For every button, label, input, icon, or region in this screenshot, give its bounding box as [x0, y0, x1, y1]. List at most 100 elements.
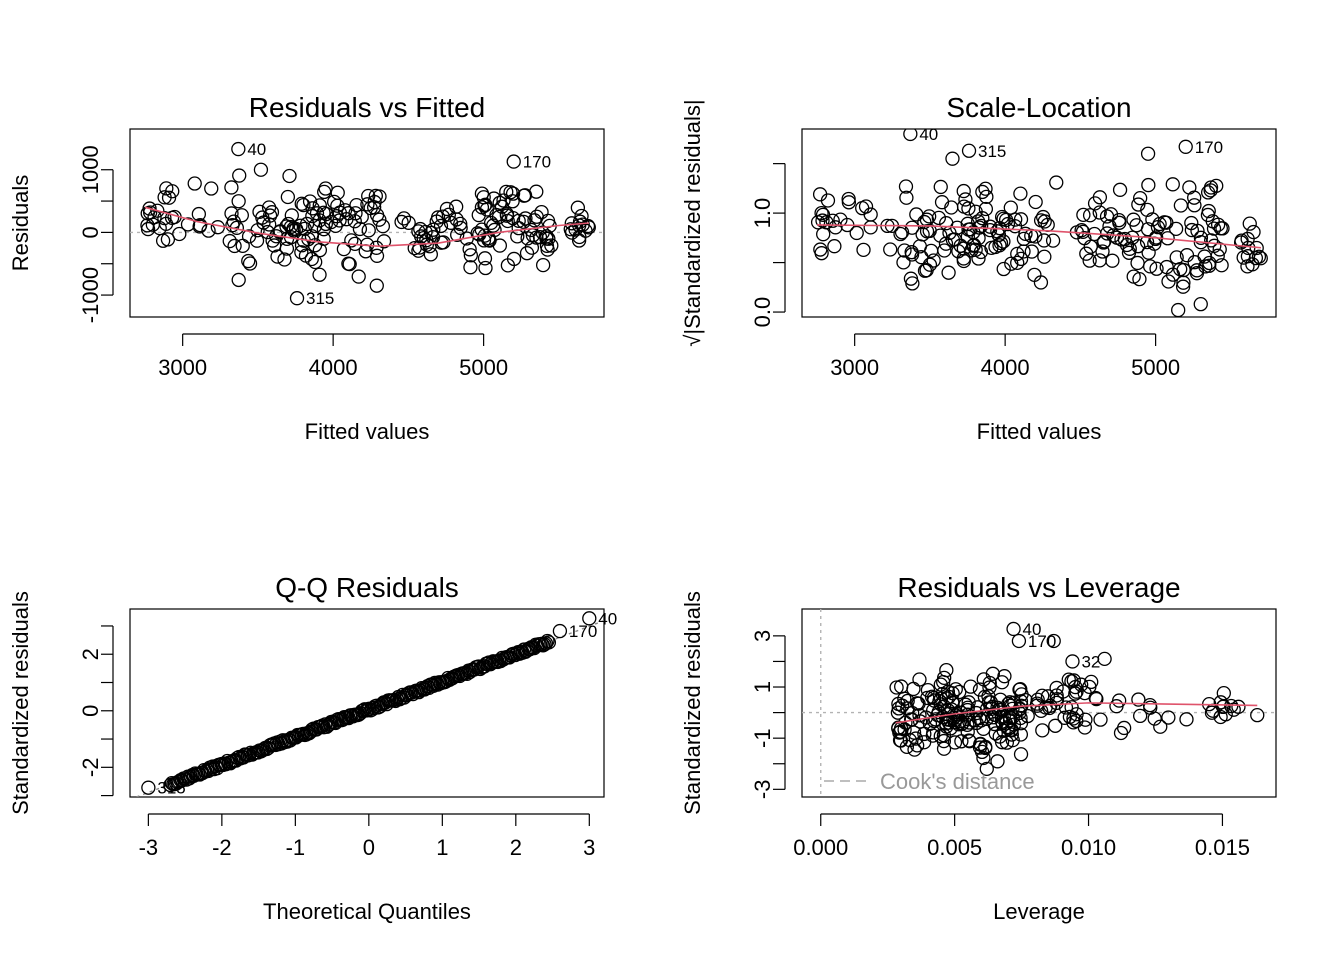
labeled-point	[141, 780, 156, 795]
data-point	[1076, 207, 1091, 223]
data-point	[972, 682, 988, 697]
data-point	[1112, 182, 1128, 197]
data-point	[1215, 699, 1231, 715]
data-point	[936, 733, 952, 749]
data-point	[308, 254, 323, 270]
data-point	[1013, 186, 1028, 201]
plot-panel-4: Residuals vs Leverage 0.000 0.005 0.010 0.01…	[680, 572, 1277, 924]
data-point	[1125, 230, 1140, 245]
data-point	[394, 214, 409, 230]
plot-title: Scale-Location	[946, 92, 1131, 123]
data-point	[1176, 275, 1191, 290]
y-tick-label: -3	[750, 780, 775, 800]
data-point	[1033, 703, 1049, 718]
x-tick-label: -3	[139, 835, 159, 860]
data-point	[520, 231, 535, 246]
data-point	[1069, 713, 1084, 729]
data-point	[477, 198, 492, 213]
data-point	[1077, 231, 1092, 246]
y-tick-label: 0	[78, 226, 103, 238]
data-point	[1152, 216, 1167, 232]
data-point	[1216, 685, 1231, 701]
plot-data	[134, 611, 604, 797]
data-point	[908, 731, 923, 746]
data-point	[342, 256, 357, 272]
data-point	[812, 187, 828, 202]
data-point	[1036, 209, 1051, 225]
data-point	[339, 212, 354, 227]
data-point	[1105, 253, 1120, 268]
data-point	[1212, 242, 1227, 257]
y-axis-label: √|Standardized residuals|	[680, 99, 705, 346]
data-point	[227, 238, 242, 254]
data-point	[813, 242, 828, 257]
data-point	[1206, 221, 1222, 236]
data-point	[224, 206, 239, 221]
data-point	[281, 216, 296, 232]
data-point	[534, 204, 549, 220]
x-tick-label: 0.010	[1061, 835, 1116, 860]
data-point	[351, 269, 366, 284]
data-point	[972, 740, 988, 755]
data-point	[979, 189, 994, 205]
data-point	[970, 700, 985, 715]
x-tick-label: 5000	[459, 355, 508, 380]
data-point	[1095, 244, 1110, 259]
data-point	[187, 176, 202, 191]
labeled-point	[1006, 621, 1021, 637]
data-point	[855, 201, 870, 216]
data-point	[1182, 180, 1197, 195]
data-point	[1161, 274, 1176, 289]
data-point	[467, 662, 482, 677]
data-point	[1092, 190, 1108, 205]
data-point	[505, 186, 521, 201]
data-point	[1133, 190, 1148, 206]
data-point	[961, 222, 976, 237]
data-point	[312, 198, 327, 213]
data-point	[934, 195, 950, 210]
data-point	[1159, 215, 1174, 230]
data-point	[544, 238, 559, 253]
data-point	[1204, 705, 1220, 720]
data-point	[503, 185, 518, 200]
data-point	[140, 221, 156, 237]
data-point	[312, 267, 327, 282]
point-label: 315	[306, 289, 334, 308]
plot-frame	[129, 608, 605, 798]
data-point	[265, 233, 280, 248]
data-point	[282, 168, 297, 184]
data-point	[284, 208, 299, 223]
data-point	[540, 633, 555, 649]
data-point	[344, 233, 359, 248]
data-point	[463, 248, 478, 263]
data-point	[1049, 680, 1064, 696]
data-point	[253, 162, 269, 177]
data-point	[264, 205, 280, 220]
data-point	[899, 190, 914, 205]
data-point	[1224, 698, 1239, 714]
data-point	[361, 223, 376, 238]
plot-frame	[801, 128, 1277, 318]
data-point	[978, 181, 993, 196]
smoother-line	[144, 206, 590, 247]
data-point	[463, 260, 478, 275]
data-point	[1171, 302, 1186, 317]
data-point	[1027, 267, 1042, 283]
data-point	[1165, 177, 1180, 192]
labeled-point	[1065, 654, 1080, 669]
data-point	[288, 221, 304, 237]
data-point	[1233, 235, 1249, 250]
data-point	[1049, 175, 1064, 190]
data-point	[1140, 146, 1156, 161]
data-point	[318, 181, 333, 196]
data-point	[160, 232, 176, 247]
data-point	[956, 241, 972, 256]
plot-data	[810, 129, 1268, 317]
data-point	[990, 754, 1005, 769]
data-point	[994, 710, 1009, 725]
data-point	[360, 197, 375, 212]
data-point	[1159, 259, 1174, 275]
data-point	[814, 205, 829, 221]
x-tick-label: 2	[510, 835, 522, 860]
data-point	[1064, 700, 1079, 715]
